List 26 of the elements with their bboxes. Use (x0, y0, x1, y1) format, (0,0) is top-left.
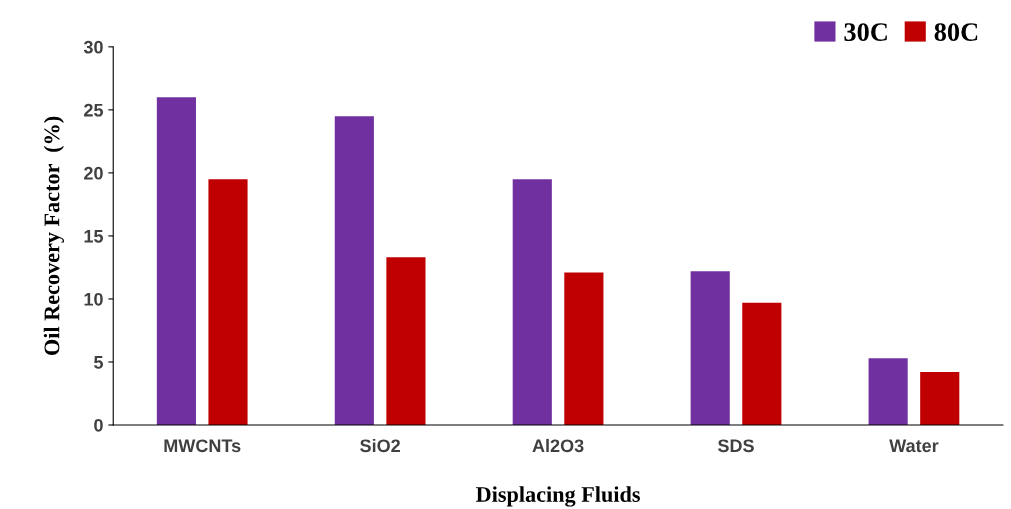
y-tick-label: 15 (84, 230, 104, 243)
bar (690, 271, 730, 426)
y-tick-label: 10 (84, 292, 103, 306)
bar (156, 97, 196, 426)
legend-label: 80C (934, 23, 978, 41)
x-tick-label: MWCNTs (164, 439, 241, 453)
bar (920, 372, 960, 426)
x-tick-label: SiO2 (360, 438, 400, 453)
y-tick-label: 30 (83, 40, 103, 54)
legend-label: 30C (844, 23, 887, 41)
bar (512, 179, 552, 426)
x-tick-label: Water (889, 439, 939, 453)
x-tick-label: Al2O3 (532, 438, 584, 453)
bar (564, 272, 604, 426)
bar (868, 358, 908, 426)
y-axis-title: Oil Recovery Factor (%) (43, 116, 64, 355)
bar (208, 179, 248, 426)
bar (742, 302, 782, 426)
x-tick-label: SDS (717, 439, 754, 453)
y-tick-label: 5 (94, 356, 104, 369)
bar (386, 257, 426, 426)
bar (334, 116, 374, 426)
x-axis-title: Displacing Fluids (476, 486, 640, 507)
y-tick-label: 25 (84, 103, 104, 117)
y-tick-label: 20 (84, 166, 103, 180)
y-tick-label: 0 (94, 418, 103, 432)
